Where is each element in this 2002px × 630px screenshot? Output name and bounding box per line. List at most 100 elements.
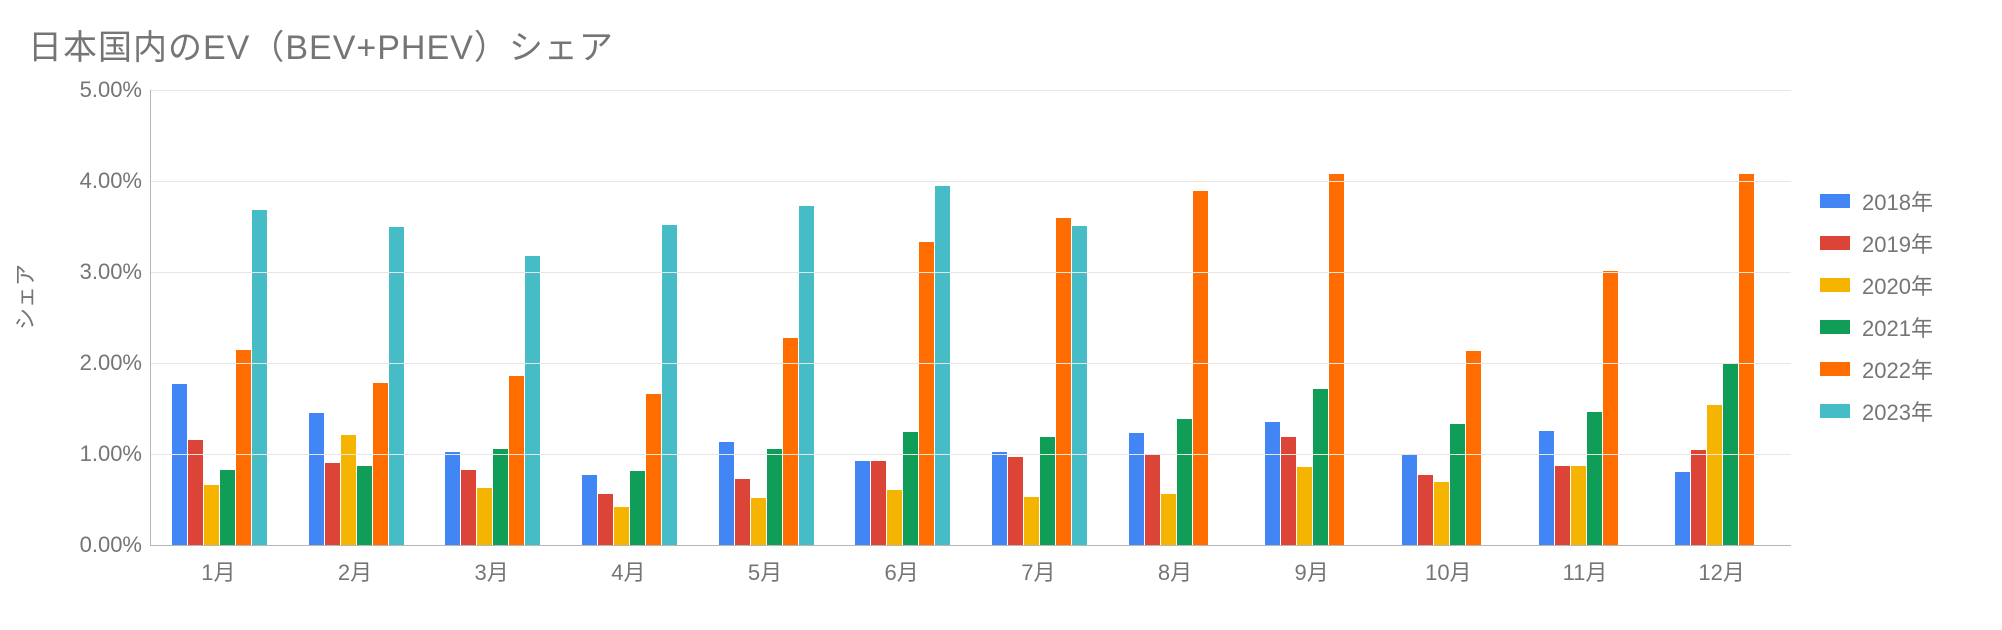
legend-swatch xyxy=(1820,194,1850,208)
bar xyxy=(1539,431,1554,545)
x-tick-label: 6月 xyxy=(885,555,919,587)
bar xyxy=(1739,174,1754,545)
bar xyxy=(1555,466,1570,545)
y-tick-label: 3.00% xyxy=(32,259,142,285)
bar xyxy=(1434,482,1449,545)
y-tick-label: 1.00% xyxy=(32,441,142,467)
bar xyxy=(220,470,235,545)
bar xyxy=(630,471,645,545)
bar xyxy=(373,383,388,545)
bar xyxy=(1008,457,1023,545)
x-tick-label: 3月 xyxy=(475,555,509,587)
bar xyxy=(871,461,886,545)
legend-item: 2023年 xyxy=(1820,390,1990,432)
bar xyxy=(445,452,460,545)
x-tick-label: 9月 xyxy=(1295,555,1329,587)
x-tick-label: 8月 xyxy=(1158,555,1192,587)
bar xyxy=(783,338,798,545)
bar xyxy=(493,449,508,545)
chart-title: 日本国内のEV（BEV+PHEV）シェア xyxy=(28,20,614,69)
bar xyxy=(325,463,340,545)
x-tick-label: 5月 xyxy=(748,555,782,587)
bar xyxy=(582,475,597,545)
bar xyxy=(1450,424,1465,545)
legend-label: 2021年 xyxy=(1862,311,1933,343)
x-tick-label: 12月 xyxy=(1698,555,1744,587)
bar xyxy=(1402,455,1417,545)
x-tick-label: 4月 xyxy=(611,555,645,587)
bar xyxy=(172,384,187,545)
bar xyxy=(855,461,870,545)
grid-line xyxy=(151,272,1791,273)
bar xyxy=(341,435,356,545)
bar xyxy=(1281,437,1296,545)
bar xyxy=(1161,494,1176,545)
bar xyxy=(1707,405,1722,545)
bar xyxy=(1056,218,1071,545)
bar xyxy=(389,227,404,545)
y-tick-label: 2.00% xyxy=(32,350,142,376)
bar xyxy=(735,479,750,545)
legend-swatch xyxy=(1820,236,1850,250)
bar xyxy=(767,449,782,545)
bar xyxy=(461,470,476,545)
bar xyxy=(1265,422,1280,545)
bar xyxy=(188,440,203,545)
x-tick-label: 2月 xyxy=(338,555,372,587)
bar xyxy=(252,210,267,545)
x-tick-label: 10月 xyxy=(1425,555,1471,587)
grid-line xyxy=(151,90,1791,91)
bar xyxy=(1072,226,1087,545)
legend-swatch xyxy=(1820,404,1850,418)
legend-item: 2019年 xyxy=(1820,222,1990,264)
grid-line xyxy=(151,181,1791,182)
bar xyxy=(1024,497,1039,545)
bar xyxy=(919,242,934,545)
legend-item: 2022年 xyxy=(1820,348,1990,390)
bar xyxy=(1418,475,1433,545)
bar xyxy=(236,350,251,545)
legend-label: 2018年 xyxy=(1862,185,1933,217)
legend: 2018年 2019年 2020年 2021年 2022年 2023年 xyxy=(1820,180,1990,432)
grid-line xyxy=(151,454,1791,455)
legend-label: 2023年 xyxy=(1862,395,1933,427)
bar xyxy=(1603,271,1618,545)
legend-item: 2021年 xyxy=(1820,306,1990,348)
legend-item: 2020年 xyxy=(1820,264,1990,306)
legend-label: 2020年 xyxy=(1862,269,1933,301)
bar xyxy=(1571,466,1586,545)
bar xyxy=(509,376,524,545)
plot-area xyxy=(150,90,1791,546)
bar xyxy=(1466,351,1481,545)
legend-item: 2018年 xyxy=(1820,180,1990,222)
bar xyxy=(1329,174,1344,545)
bar xyxy=(903,432,918,545)
grid-line xyxy=(151,363,1791,364)
x-tick-label: 1月 xyxy=(201,555,235,587)
bar xyxy=(992,452,1007,545)
bar xyxy=(598,494,613,545)
bar xyxy=(1193,191,1208,545)
x-axis: 1月2月3月4月5月6月7月8月9月10月11月12月 xyxy=(150,555,1790,595)
bar xyxy=(1145,455,1160,545)
x-tick-label: 7月 xyxy=(1021,555,1055,587)
bar xyxy=(477,488,492,545)
bar xyxy=(1177,419,1192,545)
legend-label: 2022年 xyxy=(1862,353,1933,385)
bar xyxy=(887,490,902,545)
bar xyxy=(646,394,661,545)
legend-swatch xyxy=(1820,278,1850,292)
bars-layer xyxy=(151,90,1791,545)
legend-swatch xyxy=(1820,320,1850,334)
legend-label: 2019年 xyxy=(1862,227,1933,259)
bar xyxy=(614,507,629,545)
legend-swatch xyxy=(1820,362,1850,376)
y-tick-label: 4.00% xyxy=(32,168,142,194)
bar xyxy=(525,256,540,545)
bar xyxy=(751,498,766,545)
chart-container: 日本国内のEV（BEV+PHEV）シェア シェア 0.00%1.00%2.00%… xyxy=(0,0,2002,630)
bar xyxy=(309,413,324,545)
bar xyxy=(719,442,734,545)
bar xyxy=(1129,433,1144,545)
bar xyxy=(1040,437,1055,545)
